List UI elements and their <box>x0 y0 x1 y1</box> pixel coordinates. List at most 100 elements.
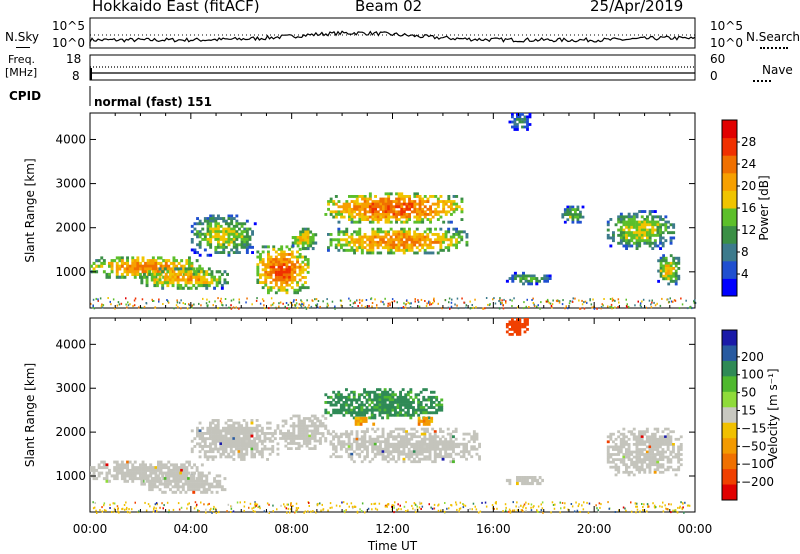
freq-right-bottom: 0 <box>710 69 718 83</box>
colorbar-tick-label: 8 <box>741 245 749 259</box>
beam-title: Beam 02 <box>355 0 423 15</box>
y-tick-label: 1000 <box>55 469 86 483</box>
x-tick-label: 08:00 <box>274 522 309 536</box>
data-region <box>657 254 681 286</box>
data-region <box>324 388 444 420</box>
y-tick-label: 4000 <box>55 132 86 146</box>
nsky-underline <box>16 47 30 48</box>
data-region <box>505 476 544 486</box>
x-tick-label: 12:00 <box>375 522 410 536</box>
colorbar-cell <box>722 155 737 174</box>
rti-panel-power <box>89 112 740 310</box>
cpid-label: CPID <box>9 89 42 103</box>
colorbar-cell <box>722 376 737 393</box>
x-tick-label: 00:00 <box>73 522 108 536</box>
colorbar-cell <box>722 243 737 262</box>
noise-sky-line <box>89 30 696 46</box>
colorbar-tick-label: 15 <box>741 404 756 418</box>
colorbar-tick-label: 16 <box>741 201 756 215</box>
colorbar-tick-label: 20 <box>741 179 756 193</box>
near-range-clutter <box>92 501 691 514</box>
data-region <box>324 192 464 224</box>
y-tick-label: 4000 <box>55 337 86 351</box>
data-region <box>190 214 257 257</box>
colorbar-tick-label: 100 <box>741 368 764 382</box>
colorbar-cell <box>722 190 737 209</box>
data-region <box>140 471 227 494</box>
colorbar-tick-label: −200 <box>741 475 774 489</box>
freq-label-line2: [MHz] <box>5 66 38 79</box>
colorbar-tick-label: 12 <box>741 223 756 237</box>
power-colorbar <box>721 119 740 297</box>
data-region <box>291 227 318 251</box>
colorbar-tick-label: 28 <box>741 135 756 149</box>
velocity-colorbar <box>721 329 740 501</box>
nave-dots <box>753 80 771 82</box>
colorbar-tick-label: 4 <box>741 267 749 281</box>
colorbar-cell <box>722 484 737 501</box>
colorbar-cell <box>722 422 737 439</box>
date-title: 25/Apr/2019 <box>590 0 684 15</box>
freq-right-top: 60 <box>710 52 726 66</box>
data-region <box>190 419 280 461</box>
freq-label-line1: Freq. <box>8 53 36 66</box>
colorbar-cell <box>722 120 737 139</box>
y-tick-label: 1000 <box>55 265 86 279</box>
x-tick-label: 16:00 <box>476 522 511 536</box>
colorbar-cell <box>722 260 737 279</box>
y-tick-label: 2000 <box>55 425 86 439</box>
data-region <box>606 210 676 250</box>
colorbar-cell <box>722 469 737 486</box>
x-tick-label: 04:00 <box>174 522 209 536</box>
colorbar-tick-label: −15 <box>741 421 766 435</box>
data-region <box>329 427 481 464</box>
colorbar-cell <box>722 391 737 408</box>
noise-right-top: 10^5 <box>710 19 743 33</box>
nsky-label: N.Sky <box>5 30 40 44</box>
colorbar-cell <box>722 225 737 244</box>
colorbar-cell <box>722 360 737 377</box>
freq-left-top: 18 <box>66 52 82 66</box>
data-region <box>561 205 585 224</box>
noise-right-bottom: 10^0 <box>710 36 743 50</box>
x-axis-label: Time UT <box>367 539 418 553</box>
colorbar-cell <box>722 345 737 362</box>
y-tick-label: 2000 <box>55 221 86 235</box>
colorbar-cell <box>722 137 737 156</box>
colorbar-label: Velocity [m s⁻¹] <box>766 368 780 461</box>
colorbar-cell <box>722 278 737 297</box>
colorbar-tick-label: −100 <box>741 457 774 471</box>
x-tick-label: 20:00 <box>577 522 612 536</box>
colorbar-cell <box>722 453 737 470</box>
colorbar-frame <box>721 329 738 501</box>
data-region <box>505 318 529 336</box>
data-region <box>140 267 229 290</box>
colorbar-tick-label: −50 <box>741 439 766 453</box>
data-region <box>90 460 204 483</box>
colorbar-tick-label: 24 <box>741 157 756 171</box>
data-region <box>417 416 434 426</box>
colorbar-cell <box>722 407 737 424</box>
data-region <box>256 245 310 295</box>
y-axis-label: Slant Range [km] <box>23 158 37 262</box>
colorbar-cell <box>722 438 737 455</box>
colorbar-label: Power [dB] <box>757 175 771 240</box>
data-region <box>505 271 552 286</box>
data-region <box>508 113 532 131</box>
cpid-text: normal (fast) 151 <box>94 95 212 109</box>
data-region <box>327 227 469 255</box>
station-title: Hokkaido East (fitACF) <box>92 0 260 15</box>
data-region <box>354 416 376 426</box>
colorbar-cell <box>722 172 737 191</box>
colorbar-tick-label: 50 <box>741 386 756 400</box>
nsearch-dots <box>760 47 788 49</box>
colorbar-cell <box>722 330 737 346</box>
nave-label: Nave <box>762 63 793 77</box>
colorbar-tick-label: 200 <box>741 350 764 364</box>
data-region <box>606 427 683 477</box>
data-region <box>279 414 330 450</box>
y-tick-label: 3000 <box>55 177 86 191</box>
y-tick-label: 3000 <box>55 381 86 395</box>
colorbar-cell <box>722 208 737 227</box>
